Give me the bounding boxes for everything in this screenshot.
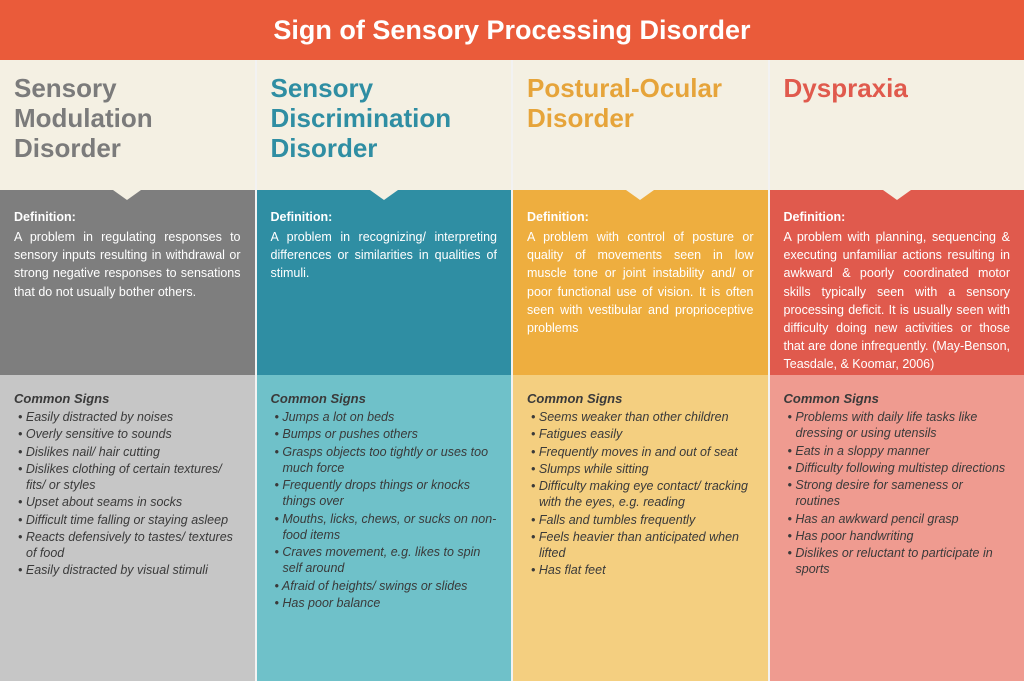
column-definition: Definition: A problem with planning, sequ… [770, 190, 1024, 375]
column-title: Sensory Discrimination Disorder [257, 60, 512, 190]
column-signs: Common Signs Seems weaker than other chil… [513, 375, 768, 681]
signs-list: Problems with daily life tasks like dres… [784, 409, 1011, 578]
signs-list-item: Problems with daily life tasks like dres… [784, 409, 1011, 442]
signs-list-item: Dislikes or reluctant to participate in … [784, 545, 1011, 578]
signs-list-item: Craves movement, e.g. likes to spin self… [271, 544, 498, 577]
signs-list-item: Reacts defensively to tastes/ textures o… [14, 529, 241, 562]
definition-text: A problem in recognizing/ interpreting d… [271, 230, 498, 280]
definition-text: A problem with planning, sequencing & ex… [784, 230, 1011, 371]
signs-list-item: Has poor handwriting [784, 528, 1011, 544]
column-title: Sensory Modulation Disorder [0, 60, 255, 190]
signs-list-item: Dislikes nail/ hair cutting [14, 444, 241, 460]
definition-label: Definition: [527, 208, 754, 226]
definition-text: A problem in regulating responses to sen… [14, 230, 241, 298]
signs-label: Common Signs [14, 391, 241, 406]
column-0: Sensory Modulation Disorder Definition: A … [0, 60, 255, 681]
signs-label: Common Signs [784, 391, 1011, 406]
page-header: Sign of Sensory Processing Disorder [0, 0, 1024, 60]
definition-label: Definition: [271, 208, 498, 226]
signs-list-item: Has poor balance [271, 595, 498, 611]
signs-list-item: Mouths, licks, chews, or sucks on non-fo… [271, 511, 498, 544]
signs-list-item: Jumps a lot on beds [271, 409, 498, 425]
signs-label: Common Signs [271, 391, 498, 406]
signs-list-item: Difficulty following multistep direction… [784, 460, 1011, 476]
signs-list-item: Falls and tumbles frequently [527, 512, 754, 528]
signs-label: Common Signs [527, 391, 754, 406]
column-1: Sensory Discrimination DisorderDefinitio… [255, 60, 512, 681]
signs-list: Jumps a lot on bedsBumps or pushes other… [271, 409, 498, 611]
column-title: Dyspraxia [770, 60, 1024, 190]
signs-list-item: Difficult time falling or staying asleep [14, 512, 241, 528]
signs-list: Easily distracted by noisesOverly sensit… [14, 409, 241, 579]
column-definition: Definition: A problem in recognizing/ int… [257, 190, 512, 375]
signs-list-item: Easily distracted by visual stimuli [14, 562, 241, 578]
signs-list: Seems weaker than other childrenFatigues… [527, 409, 754, 579]
signs-list-item: Frequently moves in and out of seat [527, 444, 754, 460]
signs-list-item: Upset about seams in socks [14, 494, 241, 510]
signs-list-item: Bumps or pushes others [271, 426, 498, 442]
columns-container: Sensory Modulation Disorder Definition: A … [0, 60, 1024, 681]
column-title: Postural-Ocular Disorder [513, 60, 768, 190]
signs-list-item: Feels heavier than anticipated when lift… [527, 529, 754, 562]
signs-list-item: Dislikes clothing of certain textures/ f… [14, 461, 241, 494]
signs-list-item: Strong desire for sameness or routines [784, 477, 1011, 510]
signs-list-item: Fatigues easily [527, 426, 754, 442]
definition-text: A problem with control of posture or qua… [527, 230, 754, 335]
column-definition: Definition: A problem with control of pos… [513, 190, 768, 375]
signs-list-item: Afraid of heights/ swings or slides [271, 578, 498, 594]
definition-label: Definition: [14, 208, 241, 226]
signs-list-item: Has flat feet [527, 562, 754, 578]
column-signs: Common Signs Jumps a lot on bedsBumps or … [257, 375, 512, 681]
column-2: Postural-Ocular Disorder Definition: A pro… [511, 60, 768, 681]
signs-list-item: Difficulty making eye contact/ tracking … [527, 478, 754, 511]
signs-list-item: Has an awkward pencil grasp [784, 511, 1011, 527]
signs-list-item: Slumps while sitting [527, 461, 754, 477]
signs-list-item: Easily distracted by noises [14, 409, 241, 425]
column-signs: Common Signs Problems with daily life tas… [770, 375, 1024, 681]
signs-list-item: Frequently drops things or knocks things… [271, 477, 498, 510]
signs-list-item: Eats in a sloppy manner [784, 443, 1011, 459]
signs-list-item: Overly sensitive to sounds [14, 426, 241, 442]
column-3: Dyspraxia Definition: A problem with plann… [768, 60, 1024, 681]
definition-label: Definition: [784, 208, 1011, 226]
column-definition: Definition: A problem in regulating respo… [0, 190, 255, 375]
page-title: Sign of Sensory Processing Disorder [273, 15, 750, 46]
signs-list-item: Seems weaker than other children [527, 409, 754, 425]
signs-list-item: Grasps objects too tightly or uses too m… [271, 444, 498, 477]
column-signs: Common Signs Easily distracted by noisesO… [0, 375, 255, 681]
